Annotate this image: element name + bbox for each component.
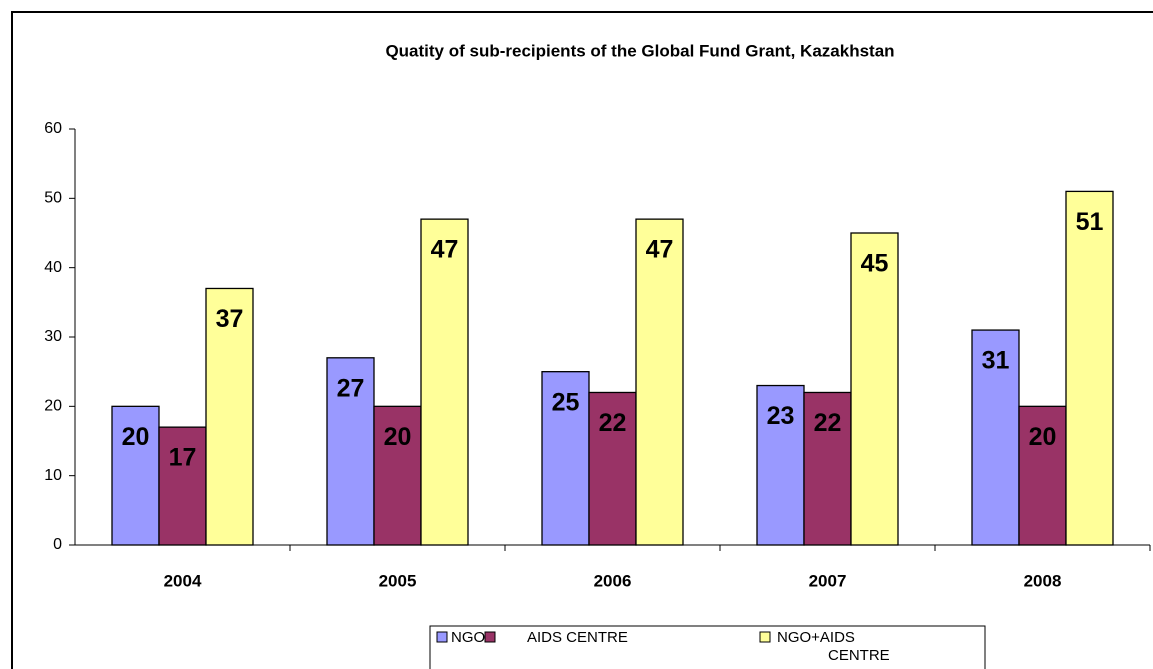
data-label: 51 bbox=[1076, 208, 1104, 236]
data-label: 45 bbox=[861, 250, 889, 278]
legend-box bbox=[429, 625, 986, 669]
bar bbox=[971, 329, 1020, 546]
x-tick-label: 2004 bbox=[164, 571, 202, 590]
legend-label: AIDS CENTRE bbox=[527, 629, 628, 646]
data-label: 47 bbox=[646, 236, 674, 264]
bar bbox=[541, 371, 590, 546]
legend-swatch bbox=[436, 631, 448, 643]
x-tick-label: 2008 bbox=[1024, 571, 1062, 590]
data-label: 20 bbox=[1029, 423, 1057, 451]
y-tick-label: 50 bbox=[44, 190, 62, 207]
y-tick-label: 30 bbox=[44, 328, 62, 345]
y-tick-label: 40 bbox=[44, 259, 62, 276]
legend-swatch bbox=[484, 631, 496, 643]
bar bbox=[158, 426, 207, 546]
legend-label: NGO+AIDS CENTRE bbox=[777, 629, 890, 664]
legend-label: NGO bbox=[451, 629, 485, 646]
y-tick-label: 0 bbox=[53, 536, 62, 553]
data-label: 47 bbox=[431, 236, 459, 264]
bar bbox=[373, 405, 422, 546]
data-label: 22 bbox=[814, 409, 842, 437]
y-tick-label: 20 bbox=[44, 398, 62, 415]
bar bbox=[803, 391, 852, 546]
bar bbox=[111, 405, 160, 546]
bar bbox=[635, 218, 684, 546]
x-tick-label: 2005 bbox=[379, 571, 417, 590]
bar bbox=[420, 218, 469, 546]
x-tick-label: 2007 bbox=[809, 571, 847, 590]
data-label: 27 bbox=[337, 374, 365, 402]
data-label: 31 bbox=[982, 347, 1010, 375]
data-label: 17 bbox=[169, 444, 197, 472]
data-label: 22 bbox=[599, 409, 627, 437]
bar bbox=[850, 232, 899, 546]
bar bbox=[1065, 190, 1114, 546]
legend-swatch bbox=[759, 631, 771, 643]
x-tick-label: 2006 bbox=[594, 571, 632, 590]
chart-border bbox=[11, 11, 1153, 669]
data-label: 37 bbox=[216, 305, 244, 333]
data-label: 20 bbox=[122, 423, 150, 451]
bar bbox=[205, 287, 254, 546]
data-label: 20 bbox=[384, 423, 412, 451]
data-label: 25 bbox=[552, 388, 580, 416]
data-label: 23 bbox=[767, 402, 795, 430]
bar bbox=[326, 357, 375, 546]
chart-title: Quatity of sub-recipients of the Global … bbox=[385, 41, 894, 60]
y-tick-label: 10 bbox=[44, 467, 62, 484]
y-tick-label: 60 bbox=[44, 120, 62, 137]
